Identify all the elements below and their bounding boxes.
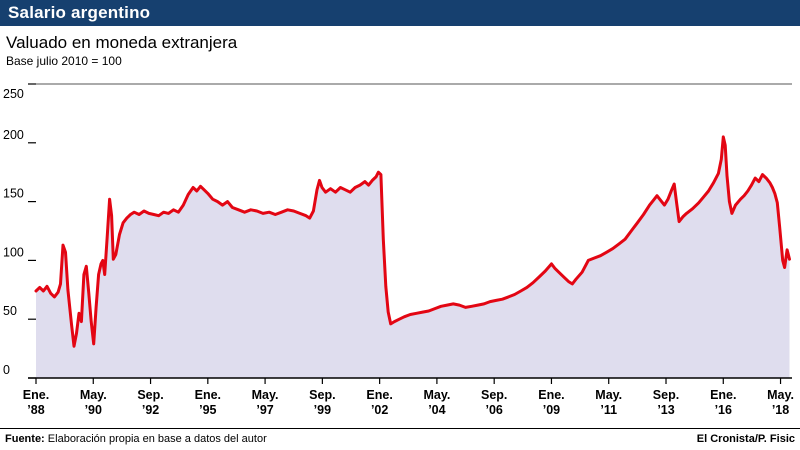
x-axis-tick-label-month: Ene.: [366, 388, 392, 402]
y-axis-tick-label: 0: [3, 363, 10, 377]
salary-line: [34, 135, 791, 348]
source-text: Elaboración propia en base a datos del a…: [47, 433, 267, 445]
base-index-note: Base julio 2010 = 100: [6, 54, 122, 68]
salary-area-fill: [36, 136, 790, 378]
y-axis-tick-label: 200: [3, 128, 24, 142]
source-label: Fuente:: [5, 433, 45, 445]
x-axis-tick-label-month: May.: [595, 388, 622, 402]
x-axis-tick-label-month: Sep.: [653, 388, 679, 402]
x-axis-tick-label-month: May.: [767, 388, 794, 402]
title-bar: Salario argentino: [0, 0, 800, 26]
y-axis-tick-label: 50: [3, 304, 17, 318]
x-axis-tick-label-year: ’95: [199, 403, 216, 417]
x-axis-tick-label-month: May.: [80, 388, 107, 402]
x-axis-tick-label-month: May.: [252, 388, 279, 402]
y-axis-tick-label: 150: [3, 187, 24, 201]
x-axis-tick-label-year: ’99: [314, 403, 331, 417]
x-axis-tick-label-month: Sep.: [309, 388, 335, 402]
x-axis-tick-label-month: Ene.: [710, 388, 736, 402]
page-title: Salario argentino: [8, 3, 151, 22]
y-axis-tick-label: 250: [3, 87, 24, 101]
footer: Fuente: Elaboración propia en base a dat…: [0, 428, 800, 445]
x-axis-tick-label-year: ’13: [657, 403, 674, 417]
x-axis-tick-label-year: ’88: [27, 403, 44, 417]
x-axis-tick-label-month: Ene.: [195, 388, 221, 402]
x-axis-tick-label-month: Sep.: [137, 388, 163, 402]
y-axis-tick-label: 100: [3, 245, 24, 259]
x-axis-tick-label-year: ’90: [85, 403, 102, 417]
x-axis-tick-label-year: ’92: [142, 403, 159, 417]
x-axis-tick-label-year: ’18: [772, 403, 789, 417]
x-axis-tick-label-year: ’04: [428, 403, 445, 417]
x-axis-tick-label-year: ’97: [256, 403, 273, 417]
x-axis-tick-label-year: ’02: [371, 403, 388, 417]
x-axis-tick-label-month: Ene.: [538, 388, 564, 402]
x-axis-tick-label-year: ’16: [715, 403, 732, 417]
credit-text: El Cronista/P. Fisic: [696, 433, 795, 445]
source-note: Fuente: Elaboración propia en base a dat…: [5, 433, 267, 445]
x-axis-tick-label-month: Ene.: [23, 388, 49, 402]
x-axis-tick-label-year: ’06: [485, 403, 502, 417]
chart-subtitle: Valuado en moneda extranjera: [6, 33, 238, 52]
x-axis-tick-label-year: ’09: [543, 403, 560, 417]
x-axis-tick-label-year: ’11: [600, 403, 617, 417]
x-axis-tick-label-month: May.: [423, 388, 450, 402]
salary-area-chart: 050100150200250Ene.’88May.’90Sep.’92Ene.…: [3, 83, 794, 417]
x-axis-tick-label-month: Sep.: [481, 388, 507, 402]
